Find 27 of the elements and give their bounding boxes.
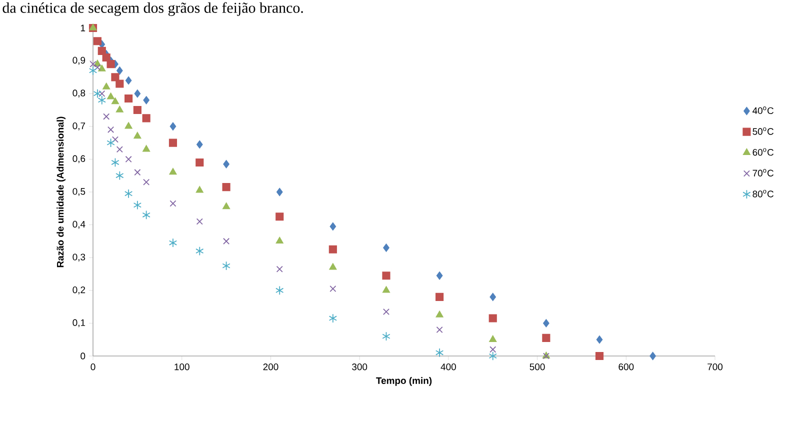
legend-label: 60$^{o}$C: [752, 148, 774, 156]
y-axis-title: Razão de umidade (Admensional): [56, 116, 66, 268]
legend-label: 50$^{o}$C: [752, 127, 774, 135]
x-tick-label: 0: [90, 364, 96, 370]
x-tick-label: 700: [708, 364, 723, 370]
y-tick-label: 0: [80, 352, 86, 360]
y-tick-label: 0,3: [72, 254, 86, 262]
legend-label: 70$^{o}$C: [752, 169, 774, 176]
y-tick-label: 0,9: [72, 56, 86, 65]
y-tick-label: 0,2: [72, 286, 86, 294]
y-tick-label: 0,4: [72, 220, 86, 229]
x-axis-title: Tempo (min): [376, 377, 432, 386]
x-tick-label: 600: [618, 364, 634, 370]
x-tick-label: 100: [174, 364, 190, 370]
x-tick-label: 200: [263, 364, 278, 370]
y-tick-label: 0,8: [72, 90, 86, 98]
y-tick-label: 0,7: [72, 122, 86, 130]
x-tick-label: 400: [440, 364, 456, 370]
y-tick-label: 0,6: [72, 155, 86, 164]
x-tick-label: 500: [530, 364, 545, 370]
x-tick-label: 300: [352, 364, 368, 370]
text: da cinética de secagem dos grãos de feijão branco.: [2, 2, 303, 16]
y-tick-label: 1: [80, 24, 86, 32]
legend-label: 40$^{o}$C: [752, 106, 774, 114]
y-tick-label: 0,5: [72, 188, 86, 196]
y-tick-label: 0,1: [72, 319, 86, 328]
legend-label: 80$^{o}$C: [752, 190, 774, 198]
